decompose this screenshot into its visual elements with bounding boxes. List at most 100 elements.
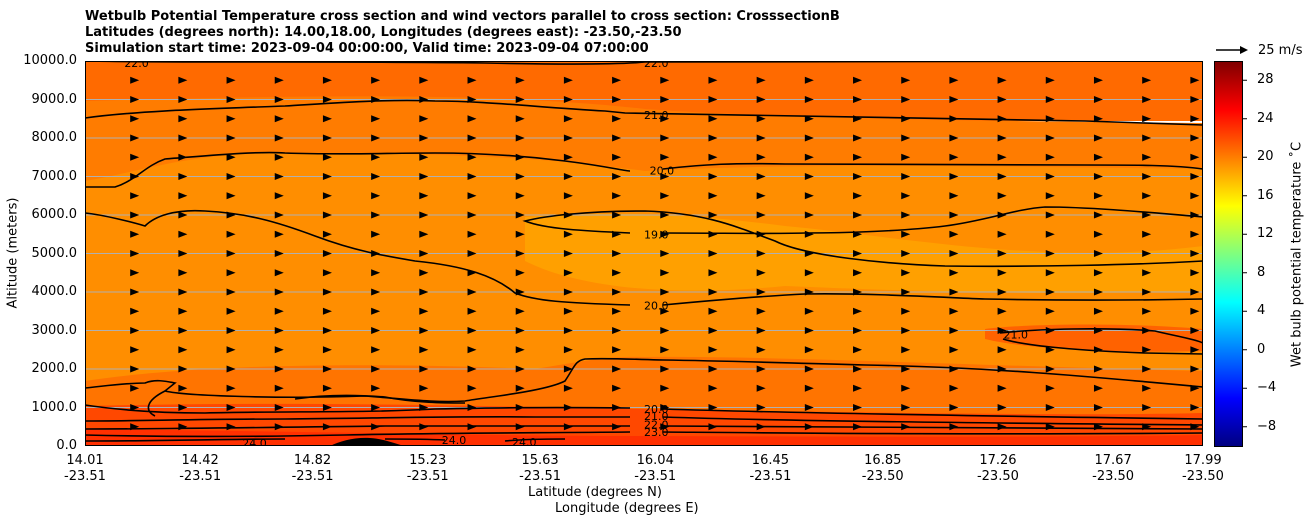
wind-vector — [419, 192, 429, 200]
wind-vector — [708, 346, 718, 354]
wind-vector — [419, 404, 429, 411]
wind-vector — [1190, 384, 1200, 392]
wind-vector — [563, 115, 573, 123]
wind-vector — [467, 307, 477, 315]
wind-vector — [130, 307, 140, 315]
wind-vector — [178, 269, 188, 277]
wind-vector — [1142, 307, 1152, 315]
wind-vector — [660, 423, 670, 431]
wind-vector — [419, 288, 429, 296]
contour-label: 19.0 — [644, 228, 669, 241]
wind-vector — [756, 365, 766, 373]
wind-vector — [322, 423, 332, 431]
wind-vector — [130, 192, 140, 200]
wind-vector — [322, 134, 332, 142]
wind-vector — [997, 404, 1007, 411]
wind-vector — [949, 96, 959, 103]
wind-vector — [419, 76, 429, 84]
wind-vector — [322, 346, 332, 354]
x-tick-label-lat: 15.63 — [521, 453, 559, 468]
wind-vector — [419, 134, 429, 142]
wind-vector — [756, 173, 766, 180]
wind-vector — [563, 307, 573, 315]
colorbar — [1214, 61, 1247, 447]
wind-vector — [274, 134, 284, 142]
wind-vector — [515, 153, 525, 161]
wind-vector — [1142, 230, 1152, 238]
wind-vector — [804, 423, 814, 431]
contour-label: 22.0 — [644, 418, 669, 431]
wind-vector — [467, 76, 477, 84]
wind-vector — [804, 192, 814, 200]
wind-vector — [178, 346, 188, 354]
wind-vector — [130, 76, 140, 84]
wind-vector — [1093, 76, 1103, 84]
wind-vector — [804, 288, 814, 296]
wind-vector — [515, 115, 525, 123]
wind-vector — [371, 346, 381, 354]
x-tick-label: 15.63 -23.51 — [495, 453, 585, 485]
wind-vector — [322, 211, 332, 219]
wind-vector — [419, 173, 429, 180]
wind-vector — [322, 173, 332, 180]
wind-vector — [1045, 76, 1055, 84]
wind-vector — [226, 384, 236, 392]
wind-vector — [178, 153, 188, 161]
wind-vector — [660, 327, 670, 334]
wind-vector — [1142, 211, 1152, 219]
wind-vector — [660, 269, 670, 277]
wind-vector — [756, 288, 766, 296]
wind-vector — [1190, 288, 1200, 296]
contour-20-mid — [85, 209, 1203, 306]
wind-vector — [1190, 346, 1200, 354]
wind-vector — [853, 269, 863, 277]
wind-vector — [660, 250, 670, 257]
wind-vector — [515, 269, 525, 277]
wind-vector — [274, 230, 284, 238]
wind-vector — [949, 288, 959, 296]
wind-vector — [1045, 288, 1055, 296]
wind-vector — [1093, 346, 1103, 354]
wind-vector — [1190, 307, 1200, 315]
wind-vector — [419, 115, 429, 123]
wind-vector — [274, 307, 284, 315]
wind-vector — [1093, 192, 1103, 200]
y-axis-title: Altitude (meters) — [5, 197, 21, 309]
wind-vector — [949, 153, 959, 161]
wind-vector — [274, 153, 284, 161]
wind-vector — [660, 173, 670, 180]
wind-vector — [949, 115, 959, 123]
wind-vector — [804, 76, 814, 84]
wind-vector — [563, 192, 573, 200]
wind-vector — [901, 423, 911, 431]
wind-vector — [708, 288, 718, 296]
wind-vector — [322, 230, 332, 238]
x-tick-label: 14.82 -23.51 — [268, 453, 358, 485]
wind-vector — [371, 327, 381, 334]
wind-vector — [708, 211, 718, 219]
wind-vector — [178, 96, 188, 103]
wind-vector — [130, 250, 140, 257]
wind-vector — [371, 230, 381, 238]
y-tick-label: 5000.0 — [31, 245, 78, 261]
wind-vector — [1142, 423, 1152, 431]
wind-vector — [612, 269, 622, 277]
wind-vector — [371, 115, 381, 123]
x-tick-label-lon: -23.51 — [749, 469, 792, 484]
wind-vector — [804, 327, 814, 334]
colorbar-tick-label: 8 — [1257, 264, 1266, 280]
wind-vector — [804, 211, 814, 219]
wind-vector — [515, 76, 525, 84]
x-tick-label-lat: 14.42 — [181, 453, 219, 468]
wind-vector — [1142, 134, 1152, 142]
wind-vector — [708, 250, 718, 257]
wind-vector — [804, 269, 814, 277]
x-tick-label-lat: 16.04 — [636, 453, 674, 468]
wind-vector — [612, 423, 622, 431]
wind-vector — [949, 211, 959, 219]
wind-vector — [612, 192, 622, 200]
wind-vector — [563, 404, 573, 411]
wind-vector — [178, 307, 188, 315]
wind-vector — [1142, 288, 1152, 296]
wind-vector — [130, 384, 140, 392]
